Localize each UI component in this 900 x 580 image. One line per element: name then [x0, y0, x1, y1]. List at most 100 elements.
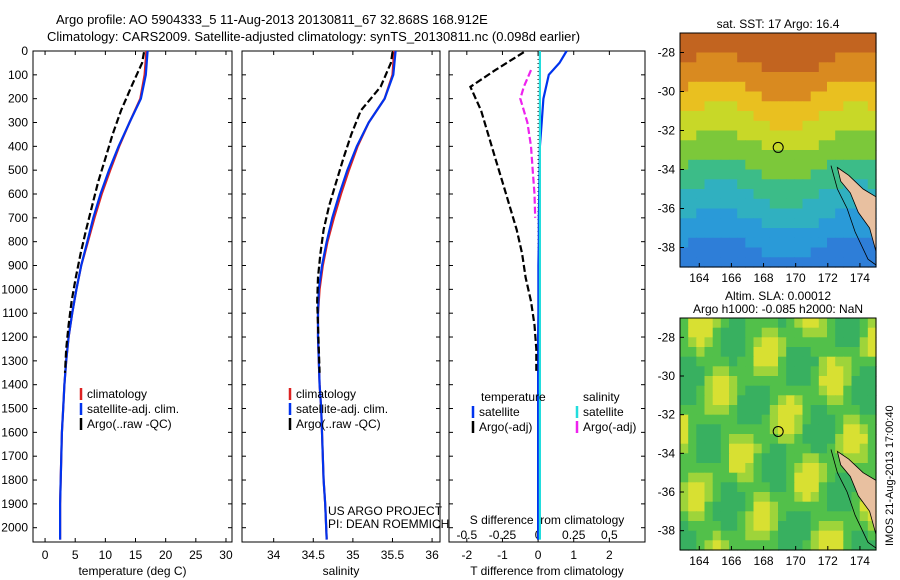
map-cell — [769, 347, 779, 358]
map-cell — [769, 530, 779, 541]
map-cell — [729, 81, 738, 93]
map-cell — [851, 443, 861, 454]
map-cell — [761, 453, 771, 464]
map-cell — [859, 150, 869, 161]
map-cell — [712, 434, 722, 445]
map-cell — [761, 208, 771, 219]
map-cell — [704, 130, 714, 141]
map-cell — [737, 501, 746, 512]
map-cell — [867, 159, 877, 171]
map-cell — [786, 318, 795, 329]
map-cell — [810, 81, 820, 93]
map-cell — [761, 237, 771, 249]
map-cell — [859, 395, 869, 406]
map-cell — [827, 376, 836, 387]
map-cell — [859, 130, 869, 141]
map-cell — [778, 347, 787, 358]
map-cell — [745, 424, 755, 435]
map-cell — [688, 356, 697, 367]
map-cell — [827, 492, 836, 503]
map-cell — [843, 81, 853, 93]
map-cell — [729, 237, 738, 249]
map-cell — [737, 150, 746, 161]
map-cell — [810, 424, 820, 435]
map-cell — [712, 218, 722, 229]
map-cell — [704, 337, 714, 348]
map-cell — [851, 395, 861, 406]
map-cell — [867, 366, 877, 377]
map-cell — [753, 453, 763, 464]
map-cell — [778, 376, 787, 387]
map-cell — [867, 327, 877, 338]
map-cell — [835, 208, 844, 219]
map-cell — [745, 385, 755, 396]
map-cell — [769, 318, 779, 329]
map-cell — [688, 150, 697, 161]
map-cell — [688, 424, 697, 435]
map-cell — [802, 33, 812, 44]
map-cell — [696, 101, 706, 112]
map-cell — [704, 52, 714, 63]
map-cell — [729, 169, 738, 180]
map-cell — [712, 327, 722, 338]
map-cell — [827, 482, 836, 493]
map-cell — [680, 52, 689, 63]
map-cell — [712, 62, 722, 73]
map-cell — [729, 150, 738, 161]
map-cell — [778, 414, 787, 425]
map-cell — [696, 42, 706, 54]
map-cell — [688, 159, 697, 171]
map-cell — [688, 120, 697, 132]
map-cell — [712, 482, 722, 493]
map-cell — [786, 159, 795, 171]
depth-tick-label: 800 — [8, 235, 28, 249]
map-cell — [696, 405, 706, 416]
map-cell — [827, 521, 836, 532]
map-cell — [712, 179, 722, 190]
map-cell — [737, 52, 746, 63]
map-cell — [810, 169, 820, 180]
map-cell — [696, 179, 706, 190]
map-cell — [794, 91, 804, 102]
map-cell — [778, 405, 787, 416]
map-cell — [827, 443, 836, 454]
map-cell — [810, 42, 820, 54]
map-cell — [745, 492, 755, 503]
map-cell — [680, 356, 689, 367]
map-cell — [729, 247, 738, 258]
map-cell — [843, 150, 853, 161]
map-cell — [688, 540, 697, 551]
map-cell — [720, 111, 730, 122]
map-cell — [753, 150, 763, 161]
map-cell — [851, 237, 861, 249]
map-cell — [729, 198, 738, 210]
map-cell — [827, 511, 836, 522]
depth-tick-label: 1600 — [1, 425, 28, 439]
map-cell — [818, 52, 828, 63]
map-cell — [851, 111, 861, 122]
map-cell — [843, 228, 853, 239]
map-cell — [753, 443, 763, 454]
s-tick-label: -0.25 — [489, 528, 517, 542]
map-cell — [753, 72, 763, 83]
map-cell — [761, 159, 771, 171]
map-cell — [802, 228, 812, 239]
map-cell — [794, 347, 804, 358]
map-cell — [786, 414, 795, 425]
map-cell — [818, 395, 828, 406]
map-cell — [704, 101, 714, 112]
map-cell — [786, 463, 795, 474]
map-cell — [753, 318, 763, 329]
map-cell — [843, 395, 853, 406]
map-cell — [745, 327, 755, 338]
map-cell — [680, 492, 689, 503]
map-cell — [688, 530, 697, 541]
map-cell — [859, 120, 869, 132]
map-cell — [745, 42, 755, 54]
map-cell — [712, 228, 722, 239]
map-cell — [720, 434, 730, 445]
map-cell — [859, 443, 869, 454]
map-cell — [696, 140, 706, 151]
s-tick-label: 0.5 — [601, 528, 618, 542]
map-cell — [778, 492, 787, 503]
